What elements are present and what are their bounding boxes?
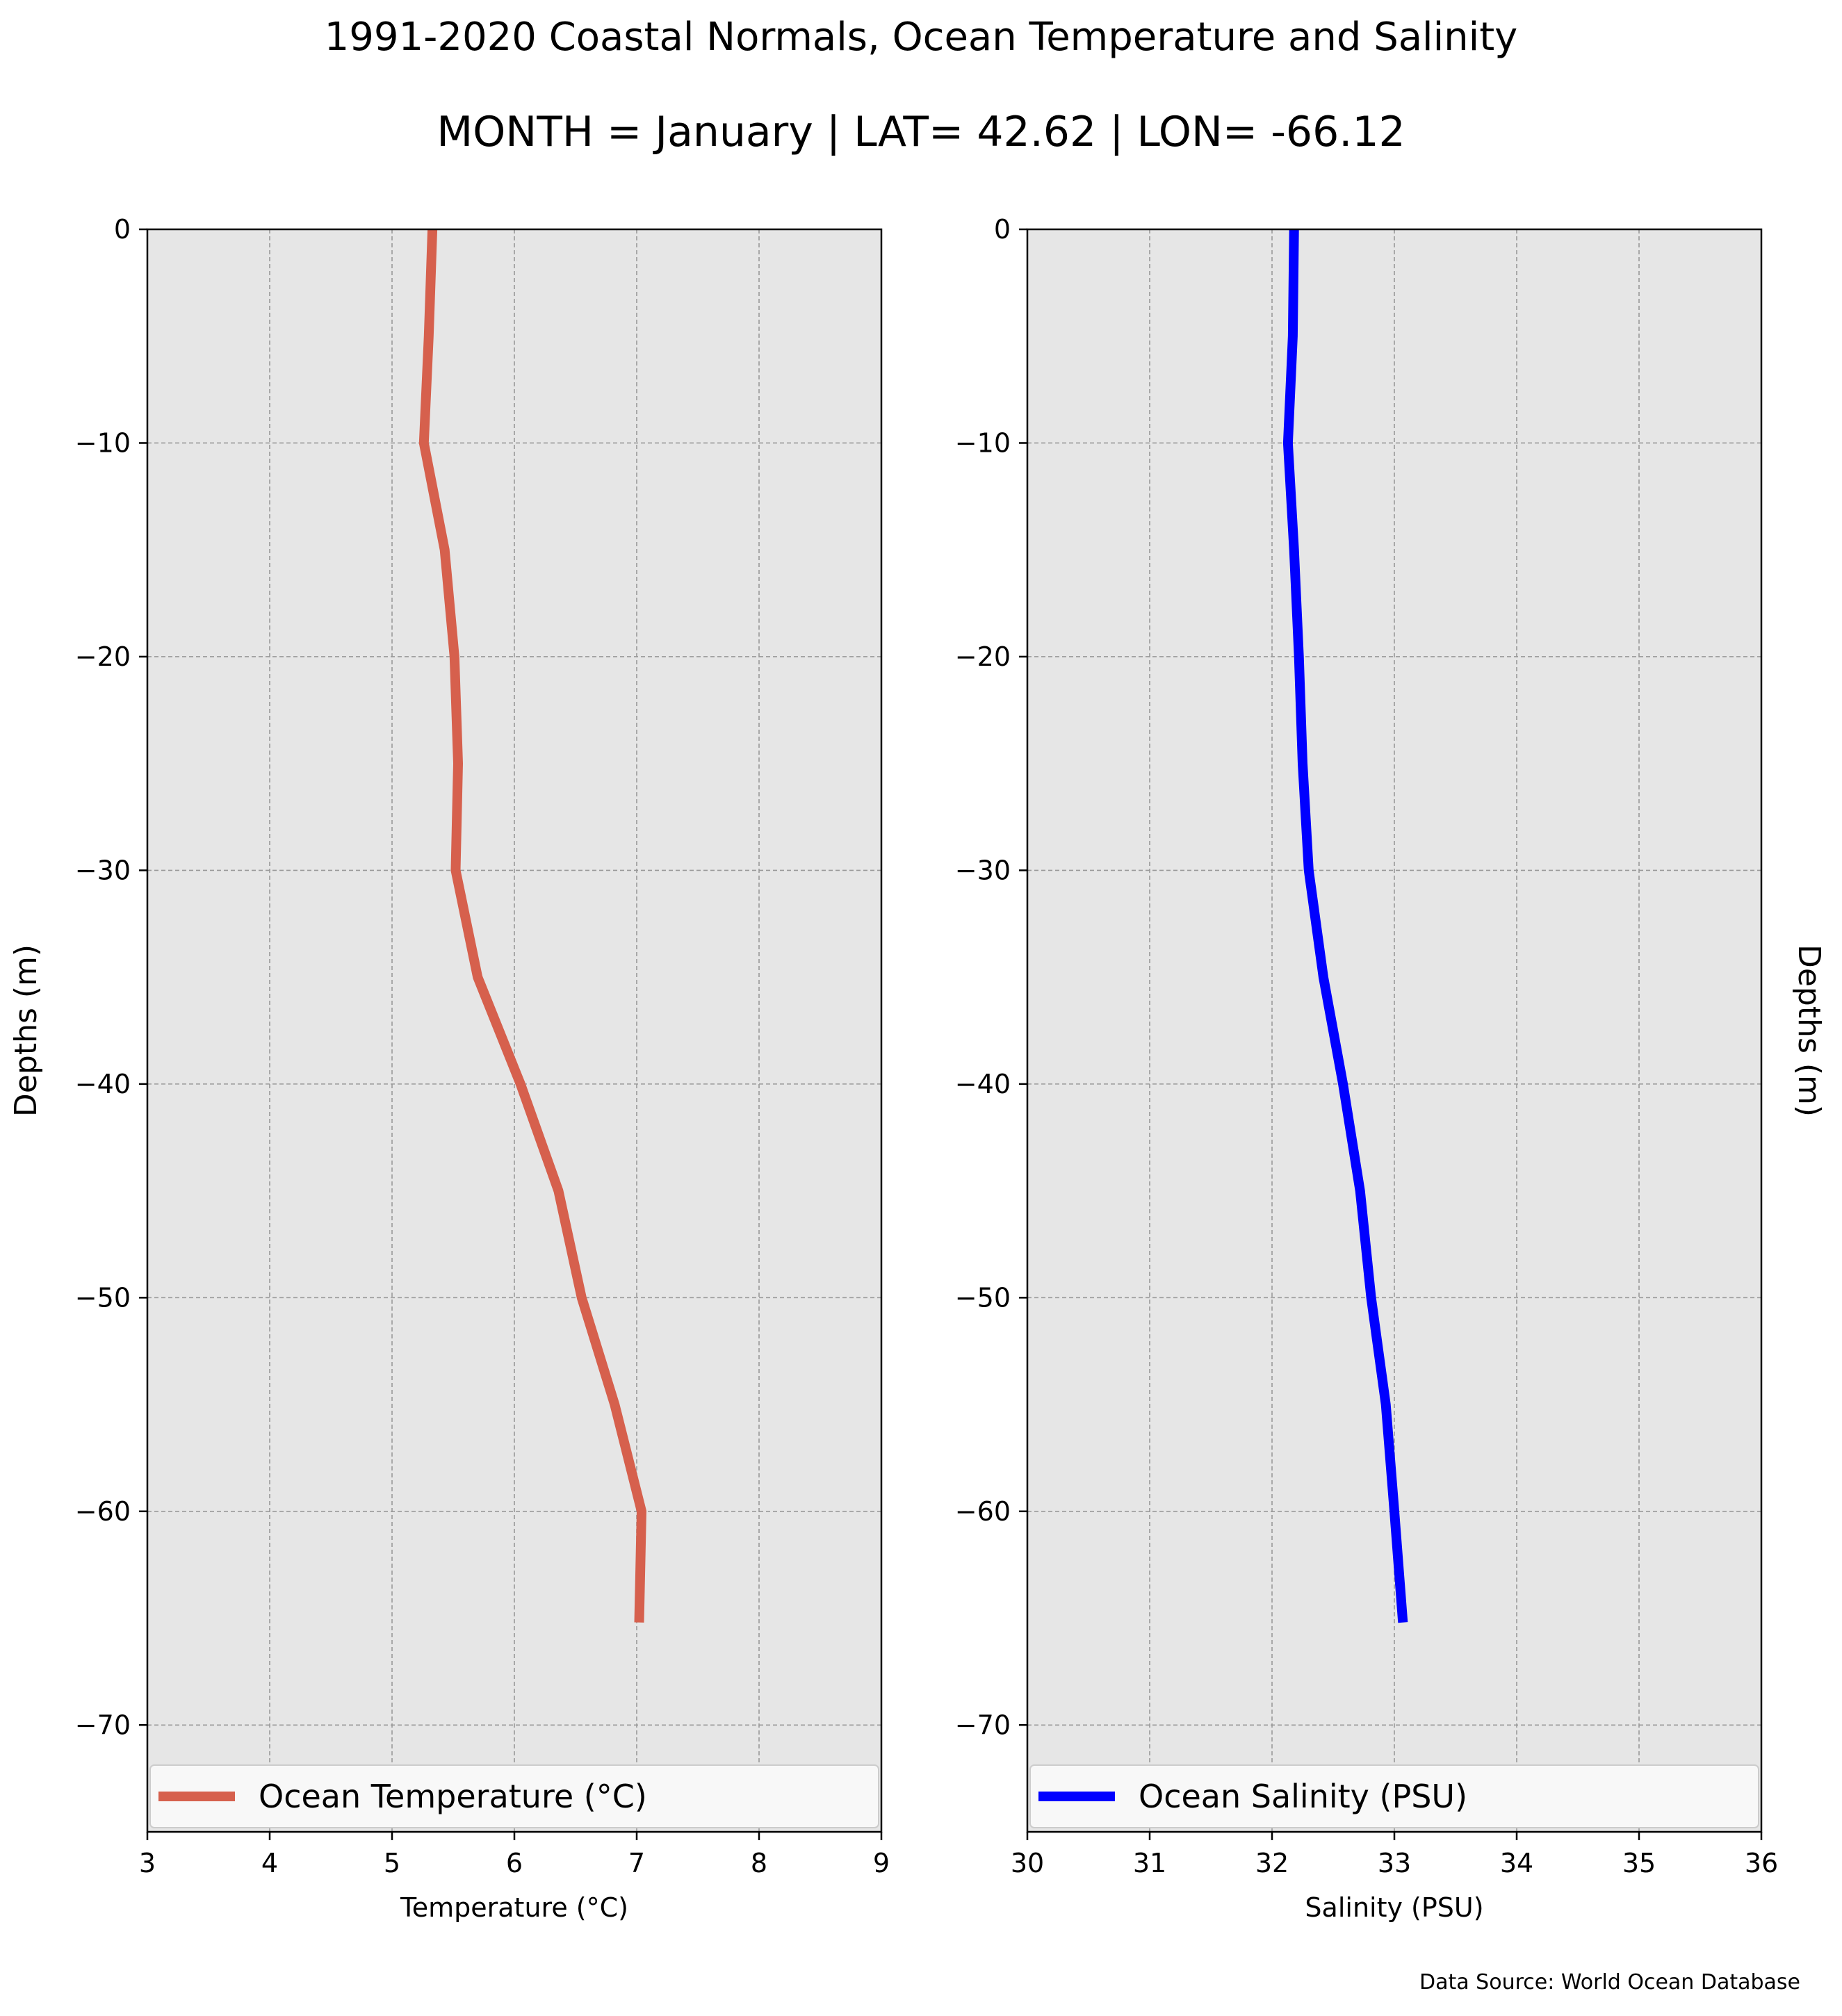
y-tick-label: −40 [955, 1069, 1011, 1099]
salinity-panel: Ocean Salinity (PSU) 30 31 32 33 34 35 36 0 −10 −2… [955, 214, 1827, 1923]
x-tick-label: 9 [873, 1848, 890, 1878]
x-tick-label: 4 [261, 1848, 278, 1878]
x-tick-label: 7 [628, 1848, 645, 1878]
y-tick-label: −10 [955, 427, 1011, 458]
y-tick-label: −20 [75, 641, 131, 672]
figure-title: 1991-2020 Coastal Normals, Ocean Tempera… [325, 15, 1518, 60]
x-axis-label: Salinity (PSU) [1305, 1892, 1483, 1923]
x-tick-label: 32 [1255, 1848, 1289, 1878]
y-tick-label: −50 [955, 1282, 1011, 1313]
y-tick-label: −10 [75, 427, 131, 458]
x-tick-label: 8 [751, 1848, 767, 1878]
y-tick-label: −60 [75, 1496, 131, 1527]
y-tick-label: −50 [75, 1282, 131, 1313]
y-tick-label: −60 [955, 1496, 1011, 1527]
legend-box [1029, 1764, 1759, 1828]
legend: Ocean Salinity (PSU) [1029, 1764, 1759, 1828]
x-tick-label: 35 [1622, 1848, 1656, 1878]
y-tick-label: 0 [994, 214, 1011, 245]
figure-subtitle: MONTH = January | LAT= 42.62 | LON= -66.… [437, 108, 1405, 156]
series-line [418, 229, 647, 1623]
x-tick-label: 33 [1378, 1848, 1411, 1878]
y-tick-label: −70 [75, 1710, 131, 1740]
y-tick-label: −20 [955, 641, 1011, 672]
y-tick-label: −70 [955, 1710, 1011, 1740]
x-tick-label: 6 [506, 1848, 523, 1878]
x-tick-label: 3 [139, 1848, 156, 1878]
x-tick-label: 31 [1133, 1848, 1166, 1878]
legend: Ocean Temperature (°C) [149, 1764, 879, 1828]
x-tick-label: 34 [1500, 1848, 1533, 1878]
x-tick-label: 5 [384, 1848, 400, 1878]
y-tick-label: −30 [75, 855, 131, 885]
legend-label: Ocean Temperature (°C) [259, 1778, 647, 1815]
y-tick-label: −30 [955, 855, 1011, 885]
y-tick-label: −40 [75, 1069, 131, 1099]
y-axis-label: Depths (m) [1791, 944, 1827, 1117]
legend-box [149, 1764, 879, 1828]
legend-label: Ocean Salinity (PSU) [1139, 1778, 1467, 1815]
y-tick-label: 0 [114, 214, 131, 245]
x-axis-label: Temperature (°C) [400, 1892, 628, 1923]
x-tick-label: 30 [1011, 1848, 1044, 1878]
x-tick-label: 36 [1745, 1848, 1778, 1878]
y-axis-label: Depths (m) [8, 944, 44, 1117]
data-source-note: Data Source: World Ocean Database [1419, 1970, 1800, 1994]
temperature-panel: Ocean Temperature (°C) 3 4 5 6 7 8 9 0 −10 −20 −30 −… [8, 214, 890, 1923]
series-line [1282, 229, 1408, 1623]
